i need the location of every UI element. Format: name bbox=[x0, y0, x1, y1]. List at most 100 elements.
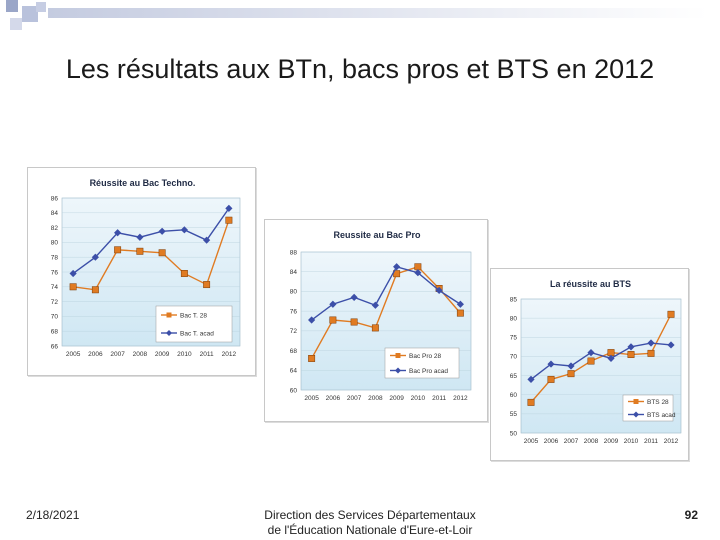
y-tick-label: 76 bbox=[51, 269, 59, 276]
x-tick-label: 2007 bbox=[347, 395, 362, 402]
y-tick-label: 64 bbox=[290, 368, 298, 375]
x-tick-label: 2008 bbox=[584, 438, 599, 445]
x-tick-label: 2010 bbox=[411, 395, 426, 402]
data-point bbox=[587, 357, 595, 365]
footer-organization: Direction des Services Départementaux de… bbox=[230, 508, 510, 538]
data-point bbox=[627, 351, 635, 358]
y-tick-label: 55 bbox=[510, 411, 518, 418]
data-point bbox=[329, 316, 337, 324]
y-tick-label: 50 bbox=[510, 430, 518, 437]
data-point bbox=[371, 301, 379, 309]
x-tick-label: 2006 bbox=[326, 395, 341, 402]
chart-bac-pro: Reussite au Bac Pro 88 84 80 76 72 68 64 60 2005 2… bbox=[264, 219, 488, 422]
legend-swatch-marker bbox=[633, 399, 639, 404]
x-tick-label: 2006 bbox=[88, 351, 103, 358]
legend-label: Bac T. 28 bbox=[180, 312, 207, 319]
decor-gradient-bar bbox=[48, 8, 708, 18]
x-tick-label: 2010 bbox=[177, 351, 192, 358]
y-tick-label: 82 bbox=[51, 225, 59, 232]
legend-label: BTS 28 bbox=[647, 399, 669, 406]
data-point bbox=[567, 370, 575, 378]
x-tick-label: 2005 bbox=[304, 395, 319, 402]
x-tick-label: 2005 bbox=[524, 438, 539, 445]
y-tick-label: 75 bbox=[510, 335, 518, 342]
legend-label: Bac Pro acad bbox=[409, 368, 448, 375]
data-point bbox=[667, 310, 675, 318]
chart-title: Reussite au Bac Pro bbox=[333, 230, 421, 240]
x-tick-label: 2009 bbox=[389, 395, 404, 402]
data-point bbox=[393, 263, 401, 271]
data-point bbox=[69, 283, 77, 291]
series-line bbox=[72, 207, 230, 275]
data-point bbox=[329, 300, 337, 308]
x-tick-label: 2011 bbox=[200, 351, 214, 358]
y-tick-label: 72 bbox=[51, 299, 59, 306]
x-tick-label: 2005 bbox=[66, 351, 81, 358]
x-tick-label: 2009 bbox=[604, 438, 619, 445]
y-tick-label: 68 bbox=[290, 348, 298, 355]
data-point bbox=[158, 249, 166, 257]
data-point bbox=[225, 204, 233, 212]
y-tick-label: 68 bbox=[51, 329, 59, 336]
chart-bts-svg: La réussite au BTS 85 80 75 70 65 60 55 50 2005 20… bbox=[510, 279, 682, 445]
x-tick-label: 2008 bbox=[368, 395, 383, 402]
y-tick-label: 74 bbox=[51, 284, 59, 291]
legend-label: Bac T. acad bbox=[180, 330, 214, 337]
legend-swatch-marker bbox=[633, 411, 639, 418]
data-point bbox=[456, 300, 464, 308]
data-point bbox=[203, 236, 211, 244]
decor-square bbox=[6, 0, 18, 12]
legend-box bbox=[622, 394, 674, 422]
footer-date: 2/18/2021 bbox=[26, 508, 80, 522]
x-tick-label: 2007 bbox=[110, 351, 125, 358]
data-point bbox=[350, 293, 358, 301]
data-point bbox=[203, 281, 211, 289]
y-tick-label: 66 bbox=[51, 343, 59, 350]
x-tick-label: 2007 bbox=[564, 438, 579, 445]
data-point bbox=[547, 375, 555, 383]
data-point bbox=[225, 216, 233, 224]
corner-decoration bbox=[0, 0, 720, 40]
slide-title: Les résultats aux BTn, bacs pros et BTS … bbox=[65, 54, 655, 84]
page-number: 92 bbox=[684, 508, 698, 522]
footer-line-1: Direction des Services Départementaux bbox=[264, 508, 476, 522]
data-point bbox=[527, 398, 535, 406]
data-point bbox=[180, 270, 188, 277]
data-point bbox=[114, 229, 122, 237]
y-tick-label: 88 bbox=[290, 249, 298, 256]
y-tick-label: 80 bbox=[510, 315, 518, 322]
x-tick-label: 2012 bbox=[222, 351, 237, 358]
y-tick-label: 65 bbox=[510, 373, 518, 380]
y-tick-label: 70 bbox=[51, 314, 59, 321]
chart-title: La réussite au BTS bbox=[550, 279, 631, 289]
data-point bbox=[414, 263, 422, 271]
x-tick-label: 2011 bbox=[644, 438, 658, 445]
data-point bbox=[647, 349, 655, 357]
y-tick-label: 72 bbox=[290, 328, 298, 335]
data-point bbox=[667, 341, 675, 349]
y-tick-label: 84 bbox=[51, 210, 59, 217]
x-tick-label: 2011 bbox=[432, 395, 446, 402]
series-line bbox=[311, 265, 461, 321]
x-tick-label: 2010 bbox=[624, 438, 639, 445]
data-point bbox=[180, 226, 188, 234]
footer-line-2: de l'Éducation Nationale d'Eure-et-Loir bbox=[267, 523, 473, 537]
data-point bbox=[371, 324, 379, 332]
x-tick-label: 2006 bbox=[544, 438, 559, 445]
data-point bbox=[308, 316, 316, 324]
x-tick-label: 2008 bbox=[133, 351, 148, 358]
y-tick-label: 84 bbox=[290, 269, 298, 276]
chart-title: Réussite au Bac Techno. bbox=[90, 178, 196, 188]
data-point bbox=[114, 246, 122, 254]
chart-bac-pro-svg: Reussite au Bac Pro 88 84 80 76 72 68 64 60 2005 2… bbox=[290, 230, 472, 402]
x-tick-label: 2012 bbox=[453, 395, 468, 402]
x-tick-label: 2012 bbox=[664, 438, 679, 445]
series-line bbox=[530, 342, 672, 380]
chart-bac-techno-svg: Réussite au Bac Techno. 86 84 82 80 78 76 74 72 7… bbox=[51, 178, 241, 358]
chart-bts: La réussite au BTS 85 80 75 70 65 60 55 50 2005 20… bbox=[490, 268, 689, 461]
data-point bbox=[567, 362, 575, 370]
y-tick-label: 60 bbox=[510, 392, 518, 399]
data-point bbox=[456, 309, 464, 317]
legend-label: Bac Pro 28 bbox=[409, 353, 442, 360]
legend-swatch-marker bbox=[166, 312, 172, 318]
